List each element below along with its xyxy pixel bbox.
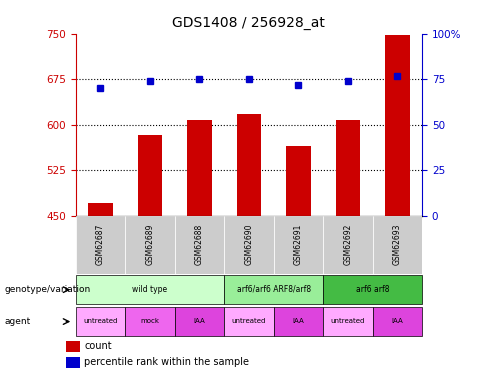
Bar (224, 307, 274, 336)
Bar (323, 216, 373, 274)
Bar (323, 307, 373, 336)
Bar (88, 204, 113, 216)
Bar (385, 35, 410, 216)
Text: GSM62692: GSM62692 (344, 224, 352, 266)
Text: GSM62693: GSM62693 (393, 224, 402, 266)
Text: count: count (84, 341, 112, 351)
Text: genotype/variation: genotype/variation (5, 285, 91, 294)
Bar (66, 357, 80, 368)
Bar (274, 216, 323, 274)
Title: GDS1408 / 256928_at: GDS1408 / 256928_at (172, 16, 325, 30)
Text: IAA: IAA (292, 318, 304, 324)
Bar (187, 120, 212, 216)
Text: GSM62689: GSM62689 (145, 224, 154, 266)
Text: GSM62687: GSM62687 (96, 224, 105, 266)
Bar (76, 216, 125, 274)
Bar (175, 216, 224, 274)
Text: IAA: IAA (391, 318, 403, 324)
Bar (175, 307, 224, 336)
Bar (125, 307, 175, 336)
Text: GSM62690: GSM62690 (244, 224, 253, 266)
Bar (336, 120, 360, 216)
Bar (138, 135, 162, 216)
Bar (373, 216, 422, 274)
Text: untreated: untreated (232, 318, 266, 324)
Bar (76, 307, 125, 336)
Text: untreated: untreated (83, 318, 118, 324)
Bar (224, 275, 323, 304)
Text: percentile rank within the sample: percentile rank within the sample (84, 357, 249, 368)
Bar (286, 146, 311, 216)
Text: IAA: IAA (194, 318, 205, 324)
Text: GSM62688: GSM62688 (195, 224, 204, 266)
Bar (373, 307, 422, 336)
Bar (66, 340, 80, 352)
Text: arf6/arf6 ARF8/arf8: arf6/arf6 ARF8/arf8 (237, 285, 311, 294)
Text: arf6 arf8: arf6 arf8 (356, 285, 389, 294)
Text: agent: agent (5, 317, 31, 326)
Bar (125, 216, 175, 274)
Text: wild type: wild type (132, 285, 167, 294)
Bar (224, 216, 274, 274)
Bar (323, 275, 422, 304)
Text: untreated: untreated (331, 318, 365, 324)
Bar (274, 307, 323, 336)
Bar (237, 114, 261, 216)
Text: mock: mock (141, 318, 160, 324)
Text: GSM62691: GSM62691 (294, 224, 303, 266)
Bar (76, 275, 224, 304)
